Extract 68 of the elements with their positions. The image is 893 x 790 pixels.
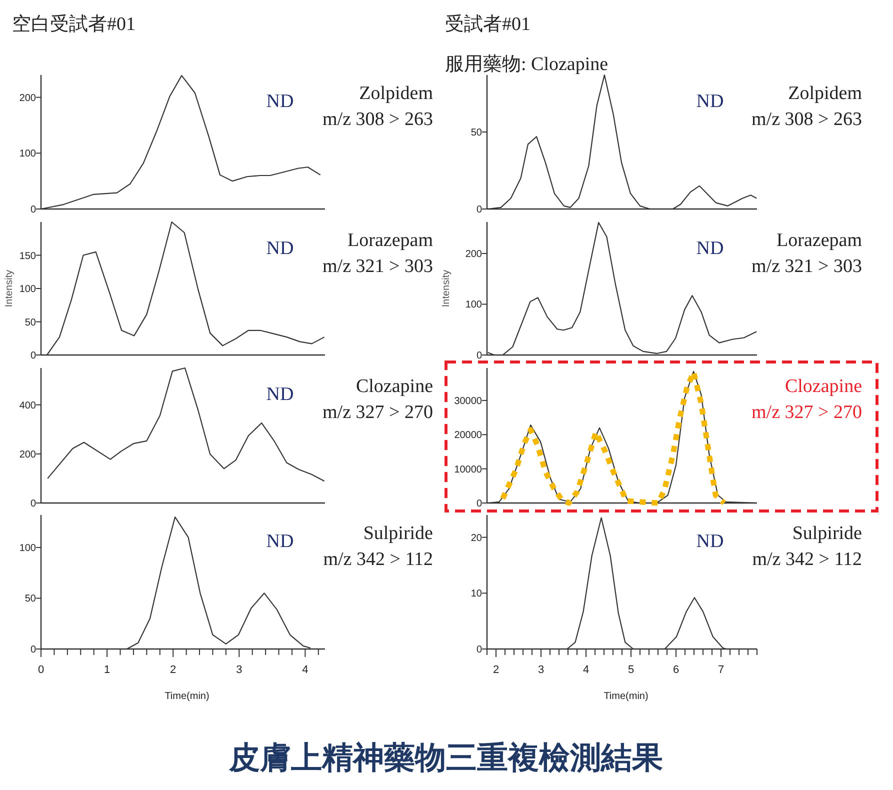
text: Lorazepam [348, 230, 434, 251]
y-tick-label: 0 [476, 350, 482, 362]
y-tick-label: 200 [465, 248, 482, 260]
y-tick-label: 50 [470, 127, 482, 138]
chart-title: 受試者#01 [445, 14, 530, 35]
y-tick-label: 200 [19, 449, 36, 460]
y-tick-label: 10000 [454, 464, 482, 476]
annotation: m/z 327 > 270 [752, 402, 862, 423]
y-axis-title: Intensity [4, 270, 15, 308]
x-tick-label: 5 [628, 664, 634, 676]
x-axis-title: Time(min) [604, 691, 648, 702]
y-tick-label: 0 [30, 498, 36, 510]
annotation: m/z 342 > 112 [323, 549, 433, 570]
annotation: m/z 342 > 112 [752, 549, 862, 570]
y-tick-label: 100 [465, 300, 482, 311]
y-tick-label: 0 [30, 350, 36, 362]
annotation: ND [696, 531, 724, 552]
annotation: ND [696, 91, 724, 112]
annotation: m/z 321 > 303 [752, 256, 862, 277]
annotation: ND [266, 384, 294, 405]
x-axis-title: Time(min) [164, 691, 210, 702]
x-tick-label: 3 [538, 664, 544, 676]
text: Clozapine [356, 376, 433, 397]
x-tick-label: 0 [38, 664, 44, 676]
x-tick-label: 4 [302, 664, 308, 676]
y-tick-label: 150 [19, 250, 36, 262]
text: Zolpidem [359, 83, 434, 104]
annotation: ND [266, 238, 294, 259]
annotation: m/z 327 > 270 [322, 402, 433, 423]
text: 皮膚上精神藥物三重複檢測結果 [228, 740, 663, 775]
text: Sulpiride [792, 523, 862, 544]
x-tick-label: 6 [672, 664, 680, 676]
x-tick-label: 2 [170, 664, 176, 676]
text: Lorazepam [776, 230, 862, 251]
y-tick-label: 0 [476, 644, 482, 656]
chart-subtitle: 服用藥物: Clozapine [445, 54, 608, 75]
x-tick-label: 1 [104, 664, 110, 676]
y-tick-label: 50 [24, 317, 36, 328]
y-tick-label: 30000 [454, 396, 482, 407]
annotation: ND [266, 531, 294, 552]
annotation: m/z 321 > 303 [322, 256, 433, 277]
y-tick-label: 0 [476, 498, 482, 510]
annotation: ND [266, 91, 294, 112]
y-tick-label: 100 [19, 542, 36, 554]
y-tick-label: 10 [470, 588, 482, 600]
x-tick-label: 2 [492, 664, 500, 676]
y-tick-label: 100 [19, 284, 36, 295]
y-tick-label: 400 [19, 400, 36, 412]
text: Zolpidem [788, 83, 862, 104]
y-tick-label: 0 [30, 644, 36, 656]
x-tick-label: 3 [236, 664, 242, 676]
y-tick-label: 200 [19, 92, 36, 104]
y-tick-label: 0 [476, 204, 482, 216]
line-series [47, 367, 325, 482]
y-axis-title: Intensity [441, 270, 452, 308]
annotation: ND [696, 238, 724, 259]
y-tick-label: 20 [470, 532, 482, 544]
y-tick-label: 100 [19, 148, 36, 160]
chart-title: 空白受試者#01 [12, 13, 136, 35]
y-tick-label: 20000 [454, 430, 482, 442]
y-tick-label: 50 [24, 594, 36, 605]
x-tick-label: 7 [718, 664, 724, 676]
annotation: m/z 308 > 263 [322, 109, 433, 130]
y-tick-label: 0 [30, 204, 36, 216]
text: Sulpiride [363, 523, 433, 544]
x-tick-label: 4 [582, 664, 590, 676]
annotation: m/z 308 > 263 [752, 109, 862, 130]
text: Clozapine [784, 376, 862, 397]
